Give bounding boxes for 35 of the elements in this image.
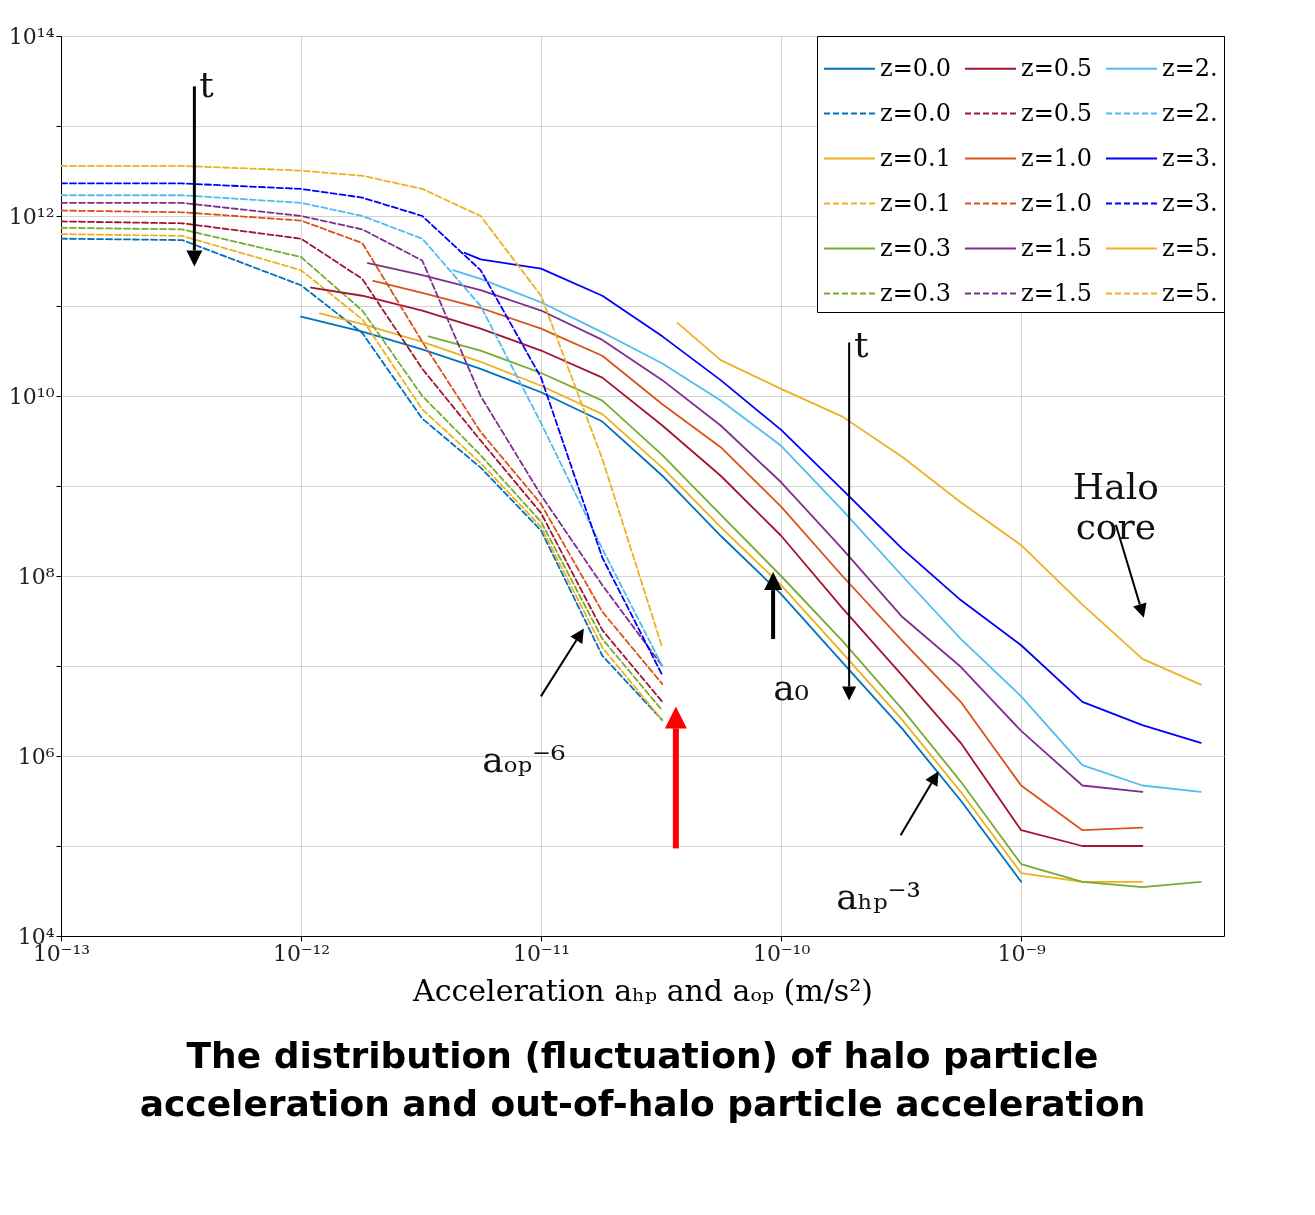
- legend-label: z=1.5: [1021, 278, 1092, 307]
- legend-label: z=1.0: [1021, 143, 1092, 172]
- y-tick-label: 10¹²: [8, 203, 55, 229]
- legend-label: z=0.1: [880, 143, 951, 172]
- legend-label: z=0.5: [1021, 98, 1092, 127]
- text: The distribution (fluctuation) of halo particle acceleration and out-of-halo particle acceleration: [139, 1035, 1146, 1124]
- annotation: aₕₚ⁻³: [836, 876, 922, 918]
- annotation: a₀: [773, 667, 810, 709]
- legend-label: z=0.3: [880, 278, 951, 307]
- legend-label: z=0.5: [1021, 53, 1092, 82]
- x-tick-label: 10⁻¹²: [272, 940, 331, 966]
- legend-label: z=3.: [1162, 188, 1218, 217]
- legend-label: z=2.: [1162, 98, 1218, 127]
- legend-label: z=1.5: [1021, 233, 1092, 262]
- legend-label: z=0.1: [880, 188, 951, 217]
- legend-label: z=0.0: [880, 98, 951, 127]
- annotation: t: [853, 323, 869, 365]
- legend-label: z=5.: [1162, 233, 1218, 262]
- annotation: Halo core: [1072, 465, 1159, 547]
- y-tick-label: 10⁶: [17, 743, 55, 769]
- legend-label: z=1.0: [1021, 188, 1092, 217]
- legend-label: z=2.: [1162, 53, 1218, 82]
- legend-label: z=5.: [1162, 278, 1218, 307]
- legend-label: z=0.0: [880, 53, 951, 82]
- x-tick-label: 10⁻¹⁰: [752, 940, 811, 966]
- x-tick-label: 10⁻⁹: [997, 940, 1047, 966]
- legend-label: z=0.3: [880, 233, 951, 262]
- y-tick-label: 10¹⁰: [8, 383, 55, 409]
- x-tick-label: 10⁻¹¹: [512, 940, 571, 966]
- y-tick-label: 10¹⁴: [8, 23, 55, 49]
- x-axis-title: Acceleration aₕₚ and aₒₚ (m/s²): [412, 972, 873, 1008]
- y-tick-label: 10⁸: [17, 563, 55, 589]
- legend-label: z=3.: [1162, 143, 1218, 172]
- annotation: t: [199, 64, 215, 106]
- annotation: aₒₚ⁻⁶: [482, 739, 566, 781]
